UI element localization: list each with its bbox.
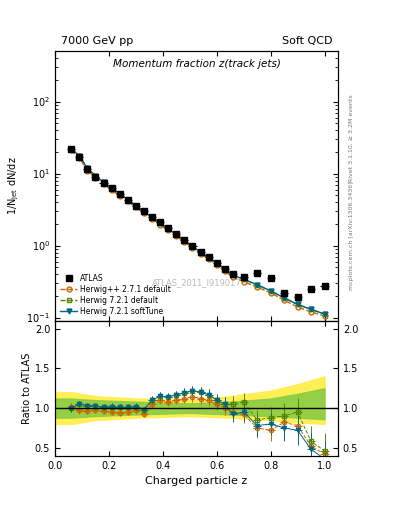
Text: Momentum fraction z(track jets): Momentum fraction z(track jets) [112, 59, 281, 69]
Text: Soft QCD: Soft QCD [282, 36, 332, 46]
Text: mcplots.cern.ch [arXiv:1306.3436]: mcplots.cern.ch [arXiv:1306.3436] [349, 181, 354, 290]
Text: Rivet 3.1.10, ≥ 3.2M events: Rivet 3.1.10, ≥ 3.2M events [349, 94, 354, 182]
Text: 7000 GeV pp: 7000 GeV pp [61, 36, 133, 46]
Y-axis label: Ratio to ATLAS: Ratio to ATLAS [22, 353, 32, 424]
X-axis label: Charged particle z: Charged particle z [145, 476, 248, 486]
Y-axis label: 1/N$_\mathregular{jet}$ dN/dz: 1/N$_\mathregular{jet}$ dN/dz [6, 157, 21, 216]
Text: ATLAS_2011_I919017: ATLAS_2011_I919017 [152, 279, 241, 288]
Legend: ATLAS, Herwig++ 2.7.1 default, Herwig 7.2.1 default, Herwig 7.2.1 softTune: ATLAS, Herwig++ 2.7.1 default, Herwig 7.… [59, 272, 173, 317]
